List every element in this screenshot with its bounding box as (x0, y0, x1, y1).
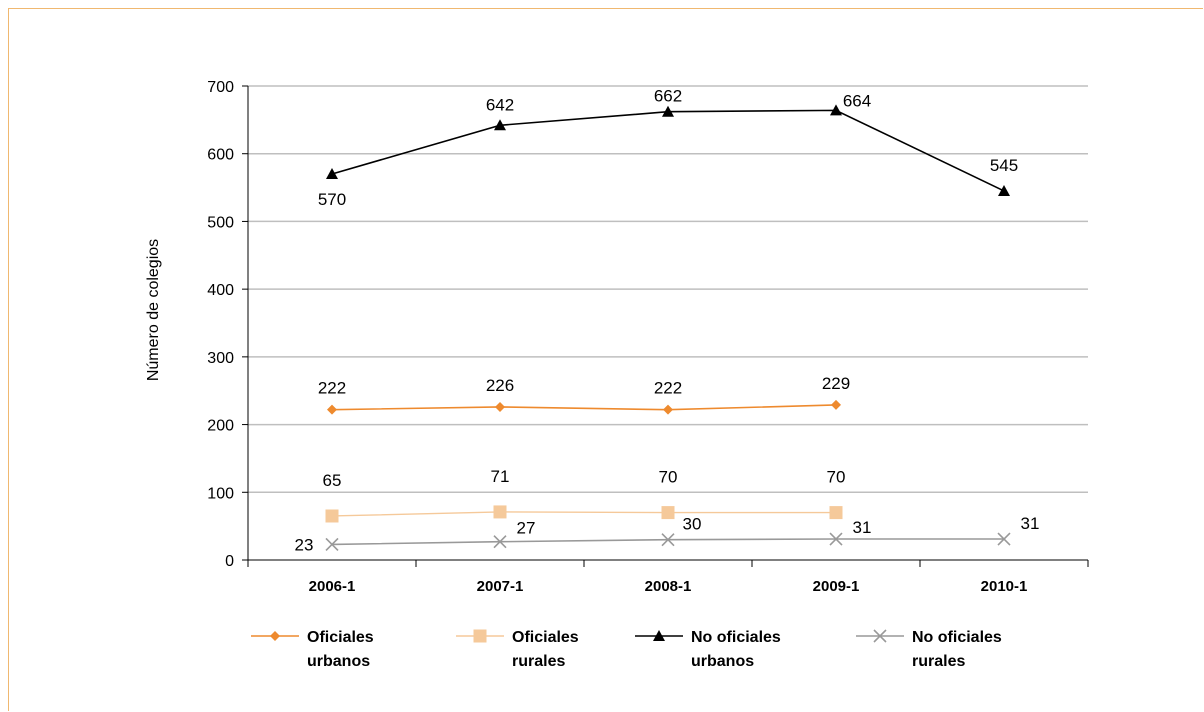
legend-marker (873, 629, 887, 643)
data-point (663, 404, 673, 415)
data-label: 23 (295, 535, 314, 554)
y-tick-label: 600 (207, 147, 234, 164)
y-tick-label: 400 (207, 282, 234, 299)
data-label: 71 (491, 467, 510, 486)
data-label: 31 (1021, 514, 1040, 533)
data-label: 664 (843, 91, 871, 110)
legend-marker (653, 630, 665, 641)
data-label: 662 (654, 87, 682, 106)
legend-label: urbanos (691, 653, 754, 670)
data-label: 30 (683, 515, 702, 534)
data-point (493, 535, 507, 549)
legend-label: rurales (512, 653, 565, 670)
x-tick-label: 2009-1 (813, 578, 860, 595)
data-point (997, 532, 1011, 546)
data-point (325, 537, 339, 551)
y-tick-label: 200 (207, 418, 234, 435)
data-point (326, 168, 338, 180)
data-point (831, 399, 841, 410)
legend-marker (473, 629, 487, 643)
data-label: 222 (318, 379, 346, 398)
data-label: 570 (318, 190, 346, 209)
data-point (662, 105, 674, 117)
data-point (829, 532, 843, 546)
x-tick-label: 2010-1 (981, 578, 1028, 595)
data-label: 545 (990, 156, 1018, 175)
data-point (830, 104, 842, 116)
x-tick-label: 2007-1 (477, 578, 524, 595)
data-point (493, 505, 507, 519)
y-axis-label: Número de colegios (145, 239, 162, 381)
chart-frame (8, 8, 1203, 711)
legend-label: No oficiales (912, 629, 1002, 646)
data-label: 642 (486, 95, 514, 114)
series-line (331, 404, 837, 411)
data-point (661, 506, 675, 520)
legend-label: urbanos (307, 653, 370, 670)
data-point (661, 533, 675, 547)
series-line (331, 511, 836, 517)
data-label: 226 (486, 376, 514, 395)
legend-marker (270, 631, 280, 641)
data-label: 65 (323, 471, 342, 490)
data-label: 27 (517, 519, 536, 538)
y-tick-label: 100 (207, 485, 234, 502)
legend-label: Oficiales (307, 629, 374, 646)
series-line (331, 109, 1005, 192)
legend-label: No oficiales (691, 629, 781, 646)
data-point (998, 184, 1010, 196)
data-label: 31 (853, 518, 872, 537)
legend-label: rurales (912, 653, 965, 670)
y-tick-label: 700 (207, 79, 234, 96)
y-tick-label: 300 (207, 350, 234, 367)
y-tick-label: 500 (207, 214, 234, 231)
data-point (494, 119, 506, 131)
legend-label: Oficiales (512, 629, 579, 646)
data-point (325, 509, 339, 523)
y-tick-label: 0 (225, 553, 234, 570)
data-point (495, 401, 505, 412)
x-tick-label: 2006-1 (309, 578, 356, 595)
data-label: 229 (822, 374, 850, 393)
data-point (327, 404, 337, 415)
data-label: 70 (659, 468, 678, 487)
x-tick-label: 2008-1 (645, 578, 692, 595)
data-label: 70 (827, 468, 846, 487)
data-label: 222 (654, 379, 682, 398)
data-point (829, 506, 843, 520)
